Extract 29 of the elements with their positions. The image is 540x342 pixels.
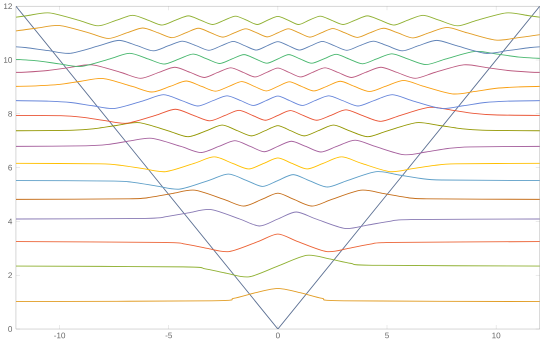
y-tick-label: 4 — [8, 218, 12, 224]
x-tick-label: 5 — [385, 332, 389, 338]
line-series — [16, 171, 540, 190]
x-tick-label: 0 — [276, 332, 280, 338]
y-tick-label: 8 — [8, 111, 12, 117]
line-series — [16, 190, 540, 207]
line-series — [16, 94, 540, 110]
line-series — [16, 25, 540, 41]
line-series — [16, 78, 540, 95]
line-series — [16, 122, 540, 138]
line-series — [16, 234, 540, 252]
y-tick-label: 0 — [8, 326, 12, 332]
y-tick-label: 12 — [4, 4, 12, 10]
y-tick-label: 10 — [4, 57, 12, 64]
x-tick-label: -10 — [54, 332, 66, 338]
line-series — [16, 156, 540, 172]
line-series — [16, 40, 540, 54]
x-tick-label: -5 — [166, 332, 172, 338]
y-tick-label: 2 — [8, 272, 12, 278]
line-series — [16, 64, 540, 79]
y-tick-label: 6 — [8, 164, 12, 171]
line-series — [16, 50, 540, 68]
line-series — [16, 288, 540, 302]
x-tick-label: 10 — [492, 332, 500, 338]
line-series — [16, 254, 540, 278]
line-series — [16, 12, 540, 26]
line-series — [16, 209, 540, 230]
line-series — [16, 106, 540, 124]
line-series — [16, 138, 540, 156]
